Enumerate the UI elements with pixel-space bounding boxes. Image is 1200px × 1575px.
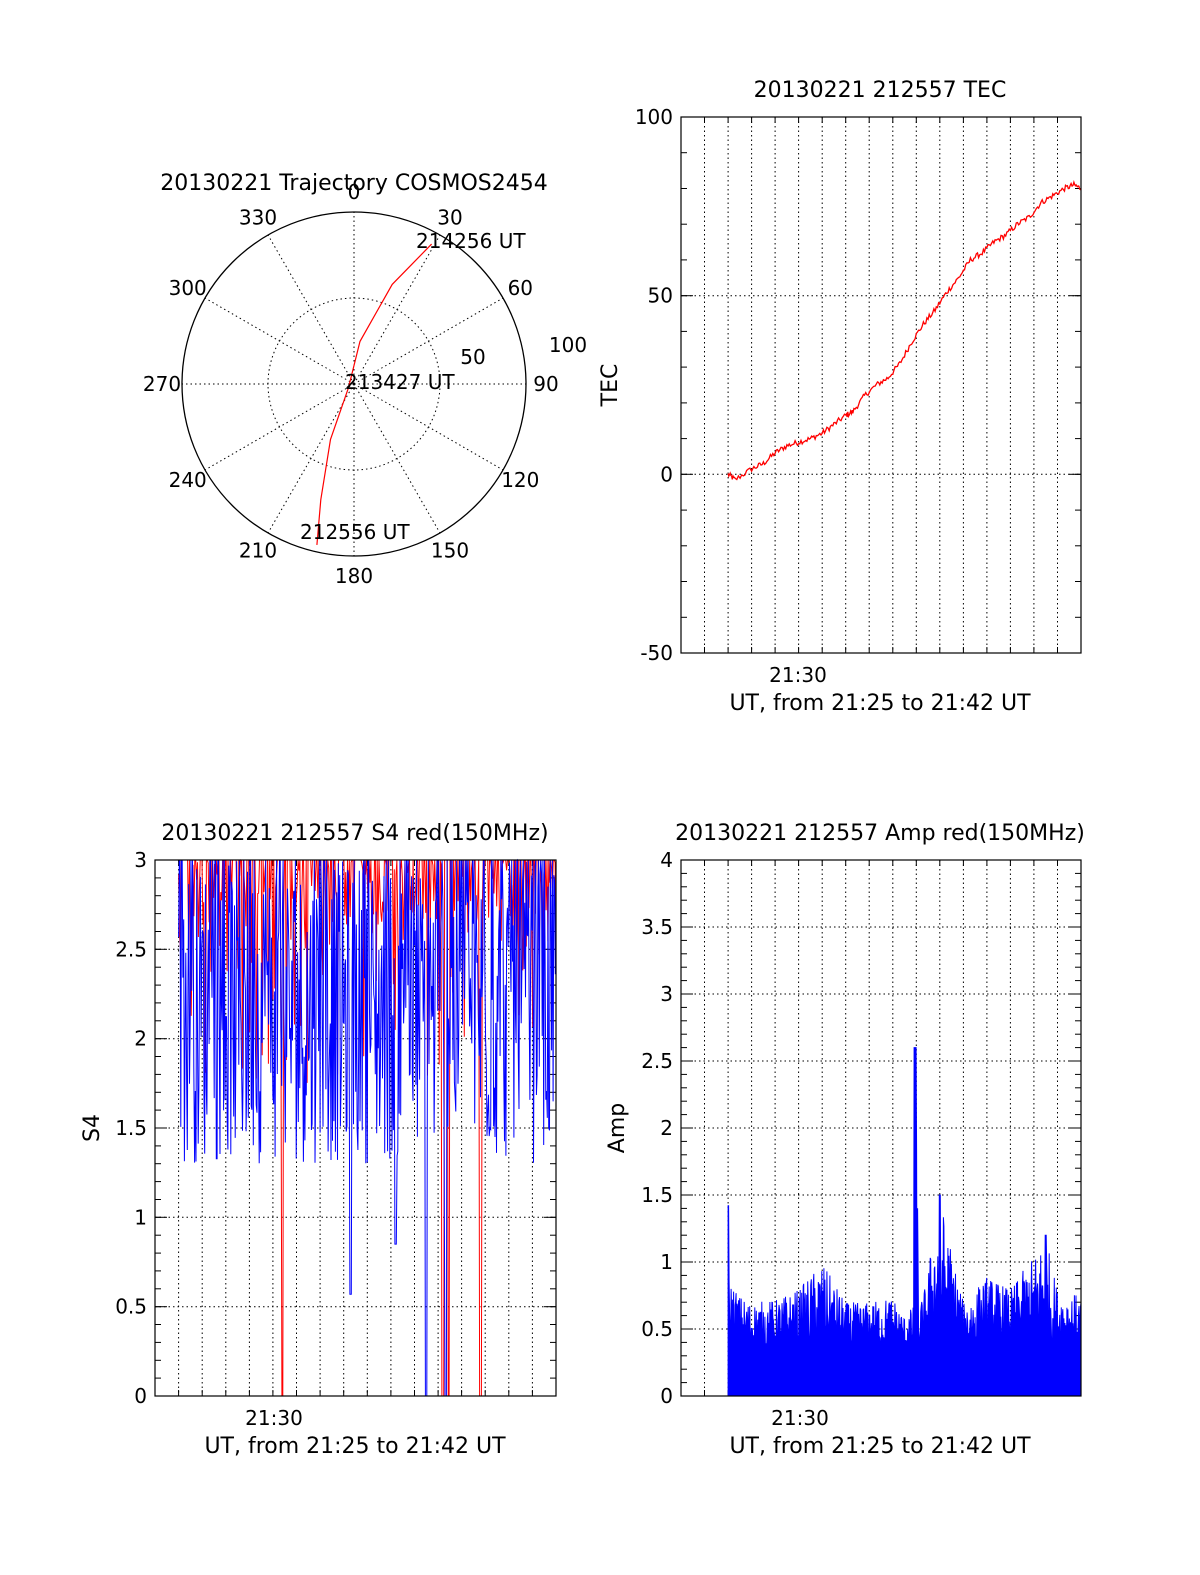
amp-yticks-label-4: 4	[660, 848, 673, 872]
s4-yticks-label-1.5: 1.5	[115, 1116, 147, 1140]
s4-y-axis-label: S4	[80, 1114, 105, 1142]
s4-plot-frame	[154, 859, 557, 1397]
amp-yticks-label-1.5: 1.5	[641, 1183, 673, 1207]
tec-x-tick-label: 21:30	[769, 663, 827, 687]
amp-series-area	[727, 1047, 1082, 1397]
polar-angle-label-0: 0	[348, 180, 361, 204]
amp-y-axis-label: Amp	[605, 1103, 630, 1153]
tec-yticks-label--50: -50	[640, 641, 673, 665]
polar-ring-50	[267, 297, 441, 471]
amp-chart: 20130221 212557 Amp red(150MHz) 0 0.5 1 1.5…	[605, 821, 1085, 1459]
amp-title: 20130221 212557 Amp red(150MHz)	[675, 821, 1085, 846]
trajectory-start-label: 212556 UT	[300, 520, 410, 544]
amp-yticks-label-3: 3	[660, 982, 673, 1006]
trajectory-line	[316, 243, 433, 545]
trajectory-end-label: 214256 UT	[416, 229, 526, 253]
tec-series-line	[727, 179, 1082, 481]
polar-outer-circle	[181, 211, 527, 557]
tec-x-axis-label: UT, from 21:25 to 21:42 UT	[729, 691, 1031, 716]
amp-yticks-label-1: 1	[660, 1250, 673, 1274]
s4-yticks-label-2: 2	[134, 1027, 147, 1051]
polar-spoke-210	[267, 383, 355, 534]
tec-grid	[680, 117, 1082, 653]
polar-angle-label-120: 120	[501, 468, 539, 492]
s4-yticks-label-2.5: 2.5	[115, 937, 147, 961]
s4-x-tick-label: 21:30	[245, 1406, 303, 1430]
tec-plot-frame	[680, 116, 1082, 654]
amp-yticks-label-2: 2	[660, 1116, 673, 1140]
amp-x-axis-label: UT, from 21:25 to 21:42 UT	[729, 1434, 1031, 1459]
s4-yticks-label-3: 3	[134, 848, 147, 872]
polar-title: 20130221 Trajectory COSMOS2454	[160, 171, 547, 196]
amp-yticks-label-0.5: 0.5	[641, 1317, 673, 1341]
polar-spoke-60	[353, 297, 504, 385]
polar-angle-label-30: 30	[437, 206, 462, 230]
polar-spoke-300	[204, 297, 355, 385]
polar-angle-label-330: 330	[239, 206, 277, 230]
tec-y-axis-label: TEC	[598, 364, 623, 408]
amp-yticks-label-3.5: 3.5	[641, 915, 673, 939]
s4-title: 20130221 212557 S4 red(150MHz)	[161, 821, 548, 846]
polar-angle-label-150: 150	[431, 538, 469, 562]
polar-spoke-240	[204, 383, 355, 471]
polar-angle-label-210: 210	[239, 538, 277, 562]
polar-angle-label-90: 90	[533, 372, 558, 396]
polar-grid	[182, 212, 526, 556]
s4-yticks-label-1: 1	[134, 1205, 147, 1229]
tec-yticks-label-0: 0	[660, 462, 673, 486]
radial-label-100: 100	[549, 333, 587, 357]
amp-yticks-label-0: 0	[660, 1384, 673, 1408]
amp-x-tick-label: 21:30	[771, 1406, 829, 1430]
amp-plot-frame	[680, 859, 1082, 1397]
radial-label-50: 50	[460, 345, 485, 369]
s4-yticks-label-0: 0	[134, 1384, 147, 1408]
s4-x-axis-label: UT, from 21:25 to 21:42 UT	[204, 1434, 506, 1459]
polar-angle-label-60: 60	[508, 276, 533, 300]
tec-yticks-label-50: 50	[648, 284, 673, 308]
polar-angle-label-240: 240	[169, 468, 207, 492]
polar-spoke-150	[353, 383, 441, 534]
polar-spoke-330	[267, 234, 355, 385]
s4-yticks-label-0.5: 0.5	[115, 1295, 147, 1319]
polar-angle-label-270: 270	[143, 372, 181, 396]
s4-blue-series	[178, 858, 557, 1397]
polar-angle-labels: 0 30 60 90 120 150 180 210 240 270 300 330	[143, 180, 559, 588]
amp-yticks-label-2.5: 2.5	[641, 1049, 673, 1073]
polar-chart: 20130221 Trajectory COSMOS2454 0 30 60 90 12…	[143, 171, 587, 588]
polar-angle-label-180: 180	[335, 564, 373, 588]
tec-title: 20130221 212557 TEC	[754, 78, 1007, 103]
s4-chart: 20130221 212557 S4 red(150MHz) 0 0.5 1 1.5 2…	[80, 821, 557, 1459]
trajectory-mid-label: 213427 UT	[345, 370, 455, 394]
polar-spoke-30	[353, 234, 441, 385]
tec-y-ticks: -50 0 50 100	[635, 105, 1081, 665]
amp-y-ticks: 0 0.5 1 1.5 2 2.5 3 3.5 4	[641, 848, 1081, 1408]
polar-angle-label-300: 300	[169, 276, 207, 300]
tec-chart: 20130221 212557 TEC -50 0 50 100 21:30 UT, …	[598, 78, 1082, 716]
tec-yticks-label-100: 100	[635, 105, 673, 129]
